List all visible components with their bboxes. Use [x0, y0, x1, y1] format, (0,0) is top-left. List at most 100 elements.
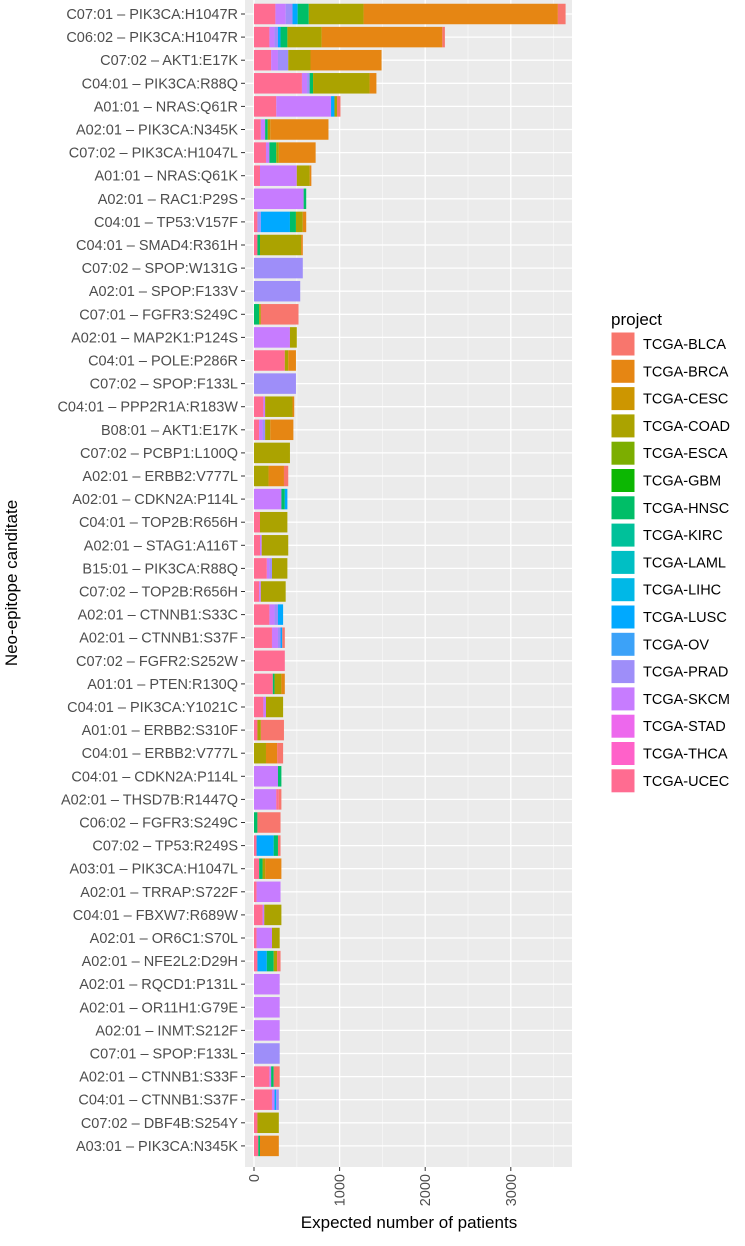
bar-segment — [269, 1066, 272, 1087]
bar-segment — [271, 1066, 274, 1087]
bar-segment — [313, 73, 370, 94]
bar-segment — [256, 835, 274, 856]
y-tick-label: A02:01 – STAG1:A116T — [84, 538, 238, 554]
y-tick-label: A02:01 – CDKN2A:P114L — [72, 492, 238, 508]
bar-segment — [287, 26, 322, 48]
bar-segment — [254, 719, 258, 741]
bar-segment — [254, 997, 280, 1018]
bar-segment — [264, 904, 282, 926]
y-tick-label: C04:01 – PIK3CA:R88Q — [82, 76, 238, 92]
x-tick-labels: 0 1000 2000 3000 — [247, 1167, 520, 1206]
legend-label: TCGA-KIRC — [643, 528, 723, 544]
bar-segment — [254, 604, 270, 625]
bar-segment — [267, 119, 271, 140]
legend-key — [610, 741, 636, 766]
bar-segment — [265, 396, 293, 417]
bar-segment — [259, 858, 263, 879]
y-tick-label: A02:01 – INMT:S212F — [95, 1023, 238, 1039]
bar-segment — [277, 627, 281, 648]
bar-segment — [271, 1089, 275, 1110]
y-tick-label: A03:01 – PIK3CA:N345K — [76, 1139, 238, 1155]
bar-segment — [281, 488, 285, 510]
bar-segment — [309, 165, 312, 186]
bar-segment — [277, 950, 281, 972]
bar-segment — [254, 234, 258, 256]
bar-segment — [266, 558, 270, 579]
bar-segment — [308, 3, 364, 25]
legend-key — [610, 768, 636, 794]
bar-segment — [254, 165, 260, 186]
bar-segment — [254, 627, 272, 648]
legend-key — [610, 686, 636, 712]
bar-segment — [254, 26, 270, 48]
bar-segment — [301, 73, 308, 94]
bar-segment — [254, 188, 304, 210]
bar-segment — [254, 49, 272, 71]
bar-segment — [254, 1135, 259, 1157]
y-tick-label: A02:01 – OR6C1:S70L — [90, 931, 238, 947]
bar-segment — [321, 26, 443, 48]
bar-segment — [254, 558, 267, 579]
y-tick-label: C07:02 – SPOP:W131G — [82, 261, 238, 277]
legend-key — [610, 522, 636, 548]
y-tick-label: A01:01 – NRAS:Q61R — [94, 99, 238, 115]
bar-segment — [302, 211, 307, 233]
legend-key — [610, 604, 636, 630]
y-tick-label: A02:01 – ERBB2:V777L — [82, 469, 238, 485]
x-tick-label: 0 — [247, 1174, 263, 1182]
bar-segment — [257, 234, 260, 256]
bar-segment — [259, 535, 262, 556]
bar-segment — [254, 581, 260, 602]
legend-label: TCGA-LUSC — [643, 610, 727, 626]
bar-segment — [254, 350, 285, 371]
bar-segment — [282, 627, 285, 648]
bar-segment — [277, 742, 284, 764]
bar-segment — [278, 789, 282, 810]
bar-segment — [257, 1112, 279, 1134]
y-tick-label: C07:01 – FGFR3:S249C — [79, 307, 238, 323]
bar-segment — [254, 927, 257, 949]
bar-segment — [254, 881, 257, 903]
y-tick-label: C07:01 – PIK3CA:H1047R — [66, 7, 238, 23]
legend-key — [610, 386, 636, 412]
bar-segment — [262, 904, 265, 926]
bar-segment — [331, 96, 335, 117]
y-tick-label: C04:01 – CDKN2A:P114L — [71, 769, 238, 785]
bar-segment — [259, 581, 261, 602]
legend-key — [610, 577, 636, 603]
bar-segment — [289, 211, 296, 233]
legend-key — [610, 659, 636, 685]
y-tick-label: C07:02 – PCBP1:L100Q — [80, 446, 238, 462]
bar-segment — [276, 142, 279, 163]
bar-segment — [254, 465, 269, 487]
bar-segment — [280, 627, 283, 648]
bar-segment — [297, 3, 309, 25]
bar-segment — [277, 766, 282, 787]
bar-segment — [254, 973, 280, 995]
bar-segment — [257, 211, 261, 233]
bar-segment — [271, 627, 278, 648]
legend-key — [610, 331, 636, 357]
bar-segment — [271, 49, 278, 71]
bar-segment — [254, 858, 260, 879]
bar-segment — [272, 673, 275, 695]
bar-segment — [265, 142, 270, 163]
x-tick-label: 1000 — [333, 1174, 349, 1206]
bar-segment — [254, 142, 266, 163]
bar-segment — [254, 257, 303, 279]
bar-segment — [254, 696, 264, 718]
bar-segment — [254, 442, 290, 464]
bar-segment — [289, 327, 297, 348]
y-tick-label: B15:01 – PIK3CA:R88Q — [82, 561, 238, 577]
x-tick-label: 2000 — [418, 1174, 434, 1206]
bar-segment — [257, 812, 281, 833]
bar-segment — [284, 350, 289, 371]
bar-segment — [303, 188, 307, 210]
bar-segment — [254, 511, 260, 533]
bar-segment — [254, 1066, 270, 1087]
bar-segment — [256, 927, 272, 949]
y-tick-label: C06:02 – PIK3CA:H1047R — [66, 30, 238, 46]
bar-segment — [259, 1135, 279, 1157]
